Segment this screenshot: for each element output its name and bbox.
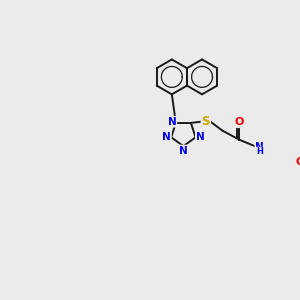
Text: N: N (168, 117, 176, 127)
Text: O: O (235, 117, 244, 127)
Text: S: S (202, 115, 210, 128)
Text: N: N (179, 146, 188, 155)
Text: N: N (196, 132, 205, 142)
Text: H: H (256, 147, 263, 156)
Text: N: N (162, 132, 171, 142)
Text: N: N (255, 142, 264, 152)
Text: O: O (296, 157, 300, 167)
